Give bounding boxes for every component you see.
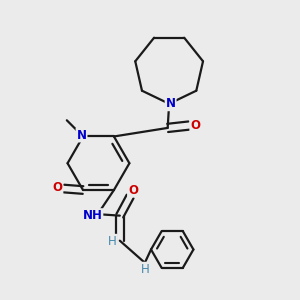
Text: O: O [52, 182, 62, 194]
Text: H: H [141, 263, 150, 276]
Text: O: O [128, 184, 138, 196]
Text: NH: NH [82, 209, 102, 222]
Text: O: O [190, 119, 200, 132]
Text: H: H [108, 235, 117, 248]
Text: N: N [166, 97, 176, 110]
Text: N: N [76, 128, 86, 142]
